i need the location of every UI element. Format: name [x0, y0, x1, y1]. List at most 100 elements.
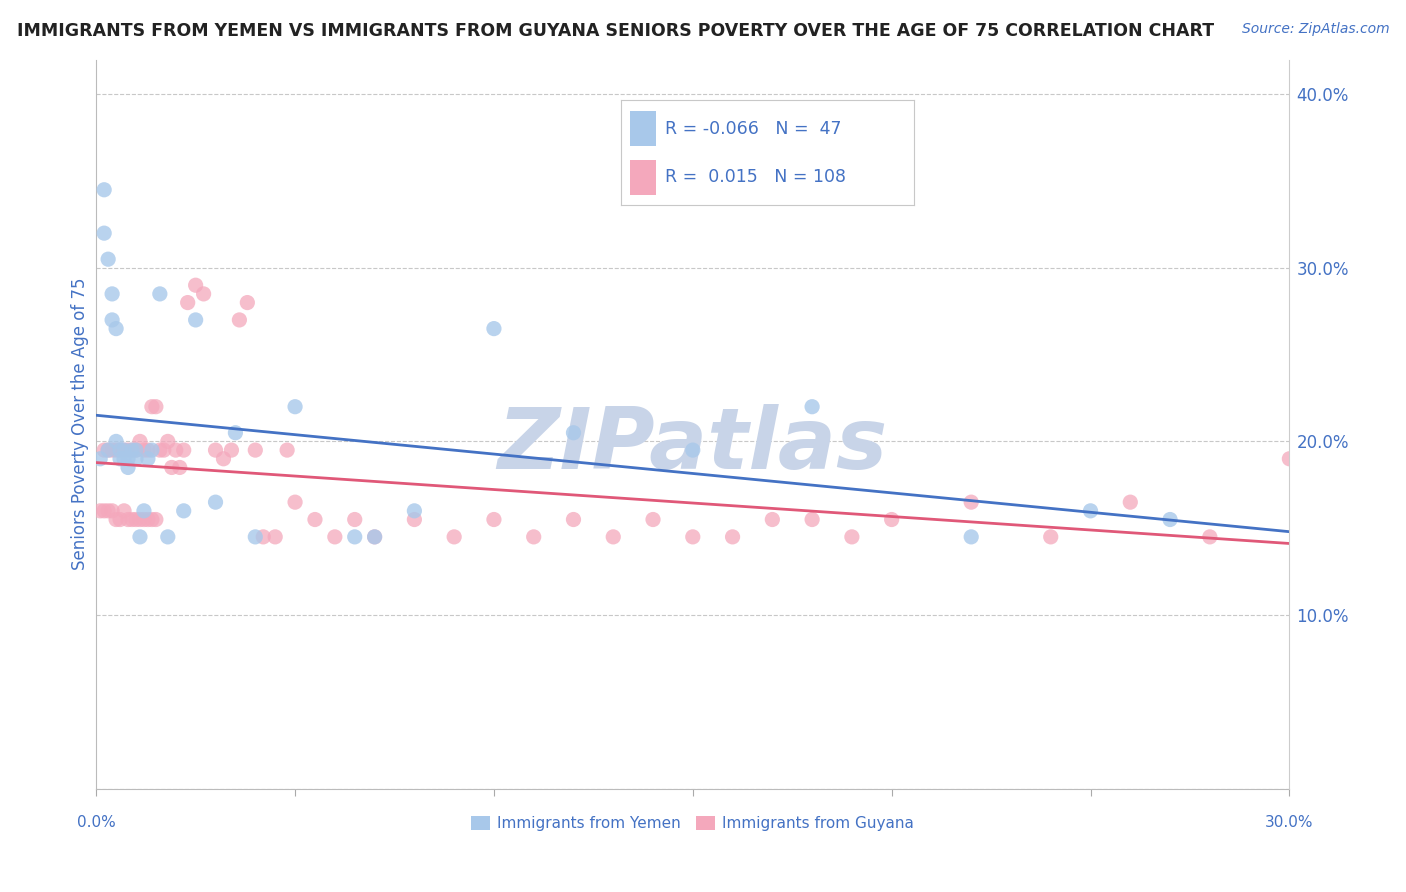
Point [97, 252, 120, 267]
Point [1159, 512, 1181, 526]
Point [105, 443, 128, 458]
Point [129, 530, 152, 544]
Point [224, 425, 246, 440]
Point [129, 512, 152, 526]
Point [562, 425, 585, 440]
Text: 0.0%: 0.0% [77, 815, 115, 830]
Point [101, 504, 124, 518]
Point [184, 313, 207, 327]
Point [184, 278, 207, 293]
Point [841, 530, 863, 544]
Point [156, 434, 179, 449]
Point [93, 504, 115, 518]
Point [93, 226, 115, 240]
Text: Source: ZipAtlas.com: Source: ZipAtlas.com [1241, 22, 1389, 37]
Point [117, 451, 139, 466]
Point [132, 512, 155, 526]
Point [212, 451, 235, 466]
Point [136, 443, 159, 458]
Point [160, 460, 183, 475]
Point [112, 443, 135, 458]
Point [276, 443, 298, 458]
Point [284, 495, 307, 509]
Point [228, 313, 250, 327]
Point [236, 295, 259, 310]
Point [101, 443, 124, 458]
Point [323, 530, 346, 544]
Point [141, 400, 163, 414]
Point [173, 504, 195, 518]
Point [108, 443, 131, 458]
Point [343, 530, 366, 544]
Point [105, 434, 128, 449]
Point [108, 443, 131, 458]
Point [1119, 495, 1142, 509]
Legend: Immigrants from Yemen, Immigrants from Guyana: Immigrants from Yemen, Immigrants from G… [467, 812, 918, 836]
Point [156, 530, 179, 544]
Point [125, 443, 148, 458]
Point [97, 443, 120, 458]
Point [960, 495, 983, 509]
Point [173, 443, 195, 458]
Point [264, 530, 287, 544]
Point [132, 504, 155, 518]
Point [682, 530, 704, 544]
Point [641, 512, 664, 526]
Point [112, 443, 135, 458]
Y-axis label: Seniors Poverty Over the Age of 75: Seniors Poverty Over the Age of 75 [72, 277, 89, 570]
Point [363, 530, 385, 544]
Point [169, 460, 191, 475]
Point [121, 443, 143, 458]
Point [149, 286, 172, 301]
Point [404, 504, 426, 518]
Point [101, 286, 124, 301]
Point [153, 443, 176, 458]
Point [252, 530, 274, 544]
Point [117, 443, 139, 458]
Point [97, 504, 120, 518]
Point [149, 443, 172, 458]
Point [101, 313, 124, 327]
Point [343, 512, 366, 526]
Point [112, 451, 135, 466]
Point [105, 321, 128, 335]
Point [1039, 530, 1062, 544]
Point [1198, 530, 1220, 544]
Point [204, 495, 226, 509]
Point [89, 504, 111, 518]
Point [443, 530, 465, 544]
Point [482, 512, 505, 526]
Point [1278, 451, 1301, 466]
Point [125, 443, 148, 458]
Point [121, 512, 143, 526]
Point [165, 443, 187, 458]
Point [523, 530, 546, 544]
Point [284, 400, 307, 414]
Point [204, 443, 226, 458]
Point [93, 443, 115, 458]
Point [960, 530, 983, 544]
Text: 30.0%: 30.0% [1265, 815, 1313, 830]
Point [93, 183, 115, 197]
Point [136, 451, 159, 466]
Point [89, 451, 111, 466]
Point [125, 451, 148, 466]
Point [108, 451, 131, 466]
Point [482, 321, 505, 335]
Point [129, 434, 152, 449]
Point [245, 443, 267, 458]
Point [105, 512, 128, 526]
Point [121, 443, 143, 458]
Point [193, 286, 215, 301]
Text: ZIPatlas: ZIPatlas [498, 404, 889, 487]
Point [801, 400, 824, 414]
Point [136, 512, 159, 526]
Point [602, 530, 624, 544]
Text: IMMIGRANTS FROM YEMEN VS IMMIGRANTS FROM GUYANA SENIORS POVERTY OVER THE AGE OF : IMMIGRANTS FROM YEMEN VS IMMIGRANTS FROM… [17, 22, 1213, 40]
Point [145, 400, 167, 414]
Point [141, 512, 163, 526]
Point [117, 512, 139, 526]
Point [682, 443, 704, 458]
Point [801, 512, 824, 526]
Point [1080, 504, 1102, 518]
